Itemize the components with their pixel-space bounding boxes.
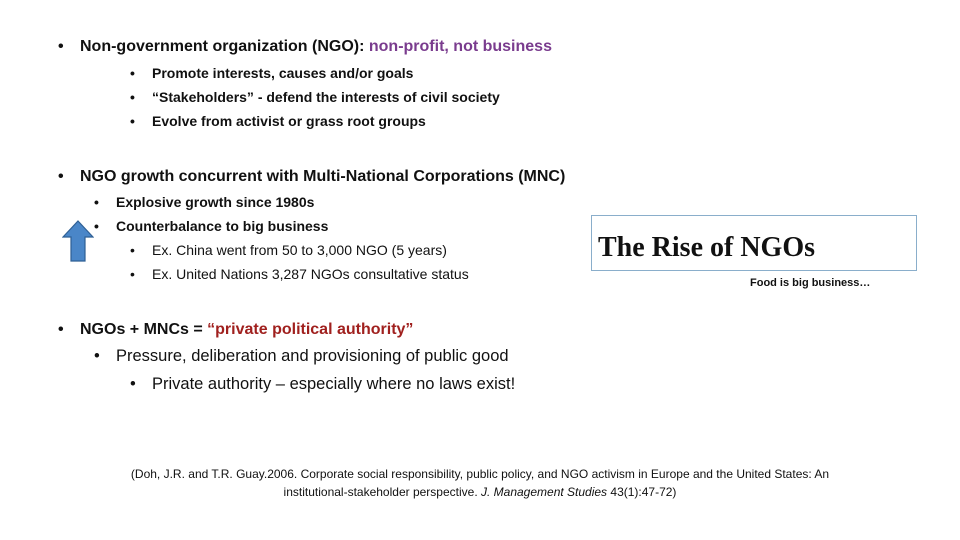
list-item-text: Promote interests, causes and/or goals (152, 65, 414, 81)
up-arrow-icon (62, 220, 94, 262)
bullet-marker: • (58, 321, 64, 338)
bullet-marker: • (130, 65, 135, 81)
list-item-text: Evolve from activist or grass root group… (152, 113, 426, 129)
authority-highlight: “private political authority” (207, 321, 414, 338)
bullet-marker: • (94, 194, 99, 210)
bullet-ngo-definition: • Non-government organization (NGO): non-… (58, 38, 552, 56)
list-item: • Ex. United Nations 3,287 NGOs consultat… (130, 266, 469, 282)
list-item: • “Stakeholders” - defend the interests o… (130, 89, 500, 105)
bullet-private-authority: • NGOs + MNCs = “private political author… (58, 321, 413, 339)
list-item-text: Private authority – especially where no … (152, 375, 516, 393)
bullet-marker: • (58, 38, 64, 55)
list-item: • Explosive growth since 1980s (94, 194, 314, 210)
ngo-definition-text: Non-government organization (NGO): (80, 38, 369, 55)
authority-text: NGOs + MNCs = (80, 321, 208, 338)
list-item: • Private authority – especially where no… (130, 375, 515, 394)
bullet-marker: • (130, 375, 136, 393)
citation-text: (Doh, J.R. and T.R. Guay.2006. Corporate… (130, 467, 830, 499)
ngo-growth-text: NGO growth concurrent with Multi-Nationa… (80, 168, 566, 185)
bullet-marker: • (94, 347, 100, 365)
bullet-ngo-growth: • NGO growth concurrent with Multi-Nation… (58, 168, 565, 186)
callout-subtitle: Food is big business… (750, 277, 871, 289)
list-item-text: Explosive growth since 1980s (116, 194, 315, 210)
list-item: • Counterbalance to big business (94, 218, 328, 234)
list-item-text: Pressure, deliberation and provisioning … (116, 347, 509, 365)
list-item-text: Ex. China went from 50 to 3,000 NGO (5 y… (152, 242, 447, 258)
bullet-marker: • (130, 242, 135, 258)
list-item: • Evolve from activist or grass root grou… (130, 113, 426, 129)
list-item: • Promote interests, causes and/or goals (130, 65, 413, 81)
list-item: • Ex. China went from 50 to 3,000 NGO (5 … (130, 242, 447, 258)
bullet-marker: • (130, 89, 135, 105)
citation-volume: 43(1):47-72) (607, 485, 677, 499)
callout-title: The Rise of NGOs (598, 232, 815, 263)
ngo-definition-highlight: non-profit, not business (368, 38, 552, 55)
list-item-text: Counterbalance to big business (116, 218, 329, 234)
list-item-text: Ex. United Nations 3,287 NGOs consultati… (152, 266, 469, 282)
bullet-marker: • (58, 168, 64, 185)
list-item: • Pressure, deliberation and provisioning… (94, 347, 509, 366)
citation-journal: J. Management Studies (480, 485, 608, 499)
citation: (Doh, J.R. and T.R. Guay.2006. Corporate… (100, 465, 860, 501)
list-item-text: “Stakeholders” - defend the interests of… (152, 89, 500, 105)
bullet-marker: • (130, 266, 135, 282)
bullet-marker: • (94, 218, 99, 234)
bullet-marker: • (130, 113, 135, 129)
callout-box (591, 215, 917, 271)
